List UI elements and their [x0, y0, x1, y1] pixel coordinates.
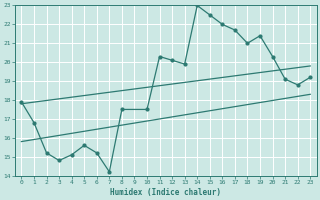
X-axis label: Humidex (Indice chaleur): Humidex (Indice chaleur): [110, 188, 221, 197]
